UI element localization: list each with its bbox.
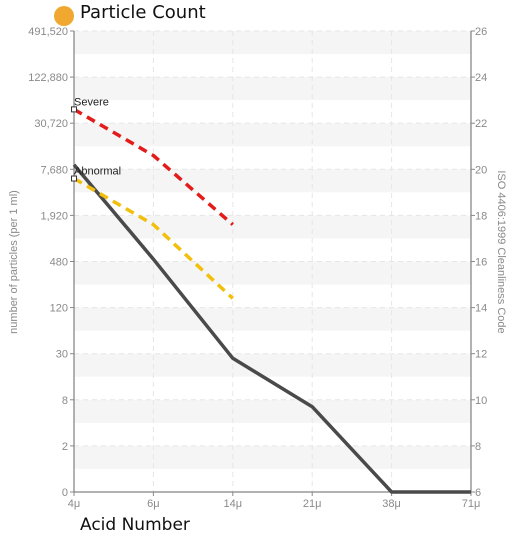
y-tick-label-right: 26 bbox=[475, 26, 487, 38]
y-tick-label-left: 480 bbox=[50, 257, 68, 269]
series-line-2 bbox=[73, 107, 234, 226]
y-tick-label-right: 20 bbox=[475, 164, 487, 176]
y-tick-label-right: 18 bbox=[475, 210, 487, 222]
y-axis-title-right: ISO 4406:1999 Cleanliness Code bbox=[495, 170, 507, 333]
y-tick-label-left: 2 bbox=[62, 441, 68, 453]
x-tick-label: 38μ bbox=[382, 498, 401, 510]
y-tick-label-left: 491,520 bbox=[28, 26, 68, 38]
y-axis-title-left: number of particles (per 1 ml) bbox=[8, 190, 20, 334]
plot-series bbox=[72, 107, 471, 494]
y-tick-label-right: 14 bbox=[475, 303, 487, 315]
annotation-label: Severe bbox=[74, 96, 109, 108]
background-band bbox=[74, 215, 471, 239]
annotation-marker bbox=[71, 175, 77, 182]
x-tick-label: 6μ bbox=[147, 498, 159, 510]
background-band bbox=[74, 123, 471, 147]
plot-background-bands bbox=[74, 31, 471, 469]
background-band bbox=[74, 307, 471, 331]
x-tick-label: 21μ bbox=[303, 498, 322, 510]
y-tick-label-left: 7,680 bbox=[40, 164, 68, 176]
plot-annotations: Severe Abnormal bbox=[71, 96, 121, 182]
y-tick-label-left: 30 bbox=[56, 349, 68, 361]
annotation-marker bbox=[71, 106, 77, 113]
x-tick-label: 4μ bbox=[68, 498, 80, 510]
series-line-3 bbox=[73, 176, 234, 300]
chart-header: Particle Count bbox=[54, 2, 206, 26]
y-tick-label-right: 10 bbox=[475, 395, 487, 407]
background-band bbox=[74, 31, 471, 55]
background-band bbox=[74, 445, 471, 469]
series-line-1 bbox=[72, 163, 471, 494]
y-tick-label-left: 30,720 bbox=[34, 118, 68, 130]
y-tick-label-left: 1,920 bbox=[40, 210, 68, 222]
y-tick-label-left: 122,880 bbox=[28, 72, 68, 84]
background-band bbox=[74, 77, 471, 101]
annotation-label: Abnormal bbox=[74, 166, 121, 178]
y-tick-label-right: 12 bbox=[475, 349, 487, 361]
tick-labels: 0 6 2 8 8 10 30 12 120 14 480 16 1,920 18 7,680 20 30,72… bbox=[28, 26, 487, 510]
plot-grid bbox=[74, 30, 471, 493]
background-band bbox=[74, 169, 471, 193]
y-tick-label-left: 8 bbox=[62, 395, 68, 407]
y-tick-label-right: 24 bbox=[475, 72, 487, 84]
x-tick-label: 14μ bbox=[224, 498, 243, 510]
x-tick-label: 71μ bbox=[462, 498, 481, 510]
y-tick-label-right: 8 bbox=[475, 441, 481, 453]
background-band bbox=[74, 399, 471, 423]
y-tick-label-right: 16 bbox=[475, 257, 487, 269]
background-band bbox=[74, 261, 471, 285]
y-tick-label-right: 6 bbox=[475, 487, 481, 499]
y-tick-label-left: 0 bbox=[62, 487, 68, 499]
legend-marker-icon bbox=[54, 6, 74, 26]
y-tick-label-right: 22 bbox=[475, 118, 487, 130]
chart-title: Particle Count bbox=[80, 2, 206, 23]
background-band bbox=[74, 353, 471, 377]
x-axis-title: Acid Number bbox=[80, 515, 190, 535]
y-tick-label-left: 120 bbox=[50, 303, 68, 315]
